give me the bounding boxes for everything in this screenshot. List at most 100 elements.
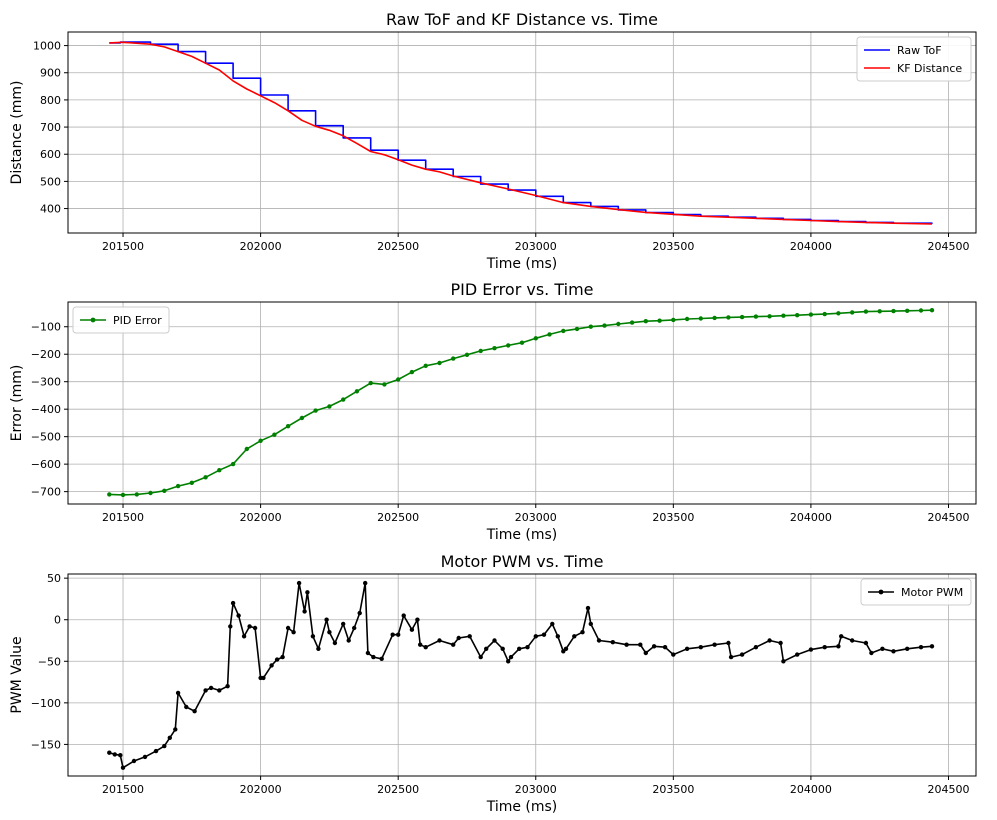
x-tick-label: 203000 (515, 240, 557, 253)
x-tick-label: 202500 (377, 783, 419, 796)
data-point (324, 617, 329, 622)
data-point (555, 634, 560, 639)
data-point (313, 408, 318, 413)
data-point (451, 356, 456, 361)
data-point (456, 635, 461, 641)
data-point (624, 642, 629, 647)
data-point (341, 397, 346, 402)
data-point (588, 324, 593, 329)
data-point (778, 640, 783, 646)
chart-title: Motor PWM vs. Time (441, 552, 604, 571)
data-point (478, 654, 483, 660)
data-point (244, 446, 249, 452)
data-point (467, 634, 472, 639)
x-tick-label: 202500 (377, 240, 419, 253)
data-point (671, 652, 676, 657)
data-point (712, 315, 717, 321)
data-point (561, 328, 566, 334)
y-tick-label: 400 (40, 203, 61, 216)
data-point (698, 645, 703, 650)
y-axis-label: Distance (mm) (9, 81, 25, 185)
data-point (918, 308, 924, 313)
data-point (437, 638, 442, 643)
data-point (753, 645, 759, 650)
y-tick-label: 600 (40, 148, 61, 161)
data-point (230, 600, 236, 606)
data-point (310, 634, 316, 639)
series-line-motor-pwm (109, 582, 933, 769)
data-point (629, 320, 635, 325)
data-point (781, 313, 786, 318)
data-point (651, 644, 657, 649)
data-point (610, 640, 615, 645)
data-point (726, 315, 731, 320)
data-point (525, 645, 530, 650)
data-point (808, 647, 814, 652)
y-tick-label: −200 (31, 348, 61, 361)
data-point (225, 684, 230, 689)
data-point (492, 638, 497, 643)
data-point (877, 309, 882, 314)
data-point (596, 638, 602, 643)
data-point (107, 750, 112, 755)
data-point (390, 632, 395, 637)
data-point (418, 642, 423, 647)
y-tick-label: 50 (47, 572, 61, 585)
data-point (409, 369, 415, 375)
data-point (120, 492, 126, 498)
data-point (839, 634, 844, 639)
data-point (533, 336, 538, 341)
data-point (192, 709, 197, 714)
data-point (131, 758, 137, 764)
data-point (517, 646, 522, 651)
data-point (863, 309, 869, 314)
legend-box (856, 36, 972, 82)
y-tick-label: 900 (40, 67, 61, 80)
y-tick-label: −500 (31, 431, 61, 444)
data-point (285, 625, 291, 631)
x-tick-label: 203500 (652, 511, 694, 524)
data-point (272, 432, 277, 437)
x-tick-label: 202000 (240, 240, 282, 253)
data-point (230, 461, 236, 467)
data-point (541, 632, 547, 637)
data-point (602, 323, 607, 328)
y-tick-label: −100 (31, 697, 61, 710)
data-point (638, 642, 643, 647)
chart-1: 201500 202000 202500 203000 203500 204000 2045… (9, 10, 977, 272)
data-point (357, 610, 362, 616)
data-point (533, 634, 538, 639)
x-tick-label: 204500 (927, 240, 969, 253)
data-point (451, 642, 456, 647)
data-point (616, 321, 621, 327)
y-tick-label: −50 (38, 655, 61, 668)
x-axis-label: Time (ms) (486, 799, 558, 815)
data-point (662, 645, 668, 650)
data-point (808, 312, 814, 317)
x-tick-label: 204000 (790, 511, 832, 524)
data-point (184, 704, 189, 710)
series-line-pid-error (109, 309, 933, 496)
data-point (118, 753, 123, 758)
legend-box (860, 578, 972, 606)
data-point (173, 727, 178, 732)
data-point (175, 483, 181, 489)
legend: PID Error (72, 306, 170, 334)
data-point (684, 316, 690, 322)
x-tick-label: 202000 (240, 783, 282, 796)
data-point (162, 743, 167, 749)
data-point (506, 659, 511, 664)
x-tick-label: 203500 (652, 783, 694, 796)
data-point (107, 492, 112, 497)
data-point (368, 380, 373, 386)
data-point (228, 624, 233, 629)
data-point (863, 640, 869, 646)
data-point (850, 638, 855, 643)
data-point (728, 654, 734, 660)
data-point (162, 488, 167, 493)
data-point (891, 649, 896, 654)
data-point (492, 346, 497, 351)
data-point (167, 735, 172, 740)
data-point (341, 621, 346, 627)
